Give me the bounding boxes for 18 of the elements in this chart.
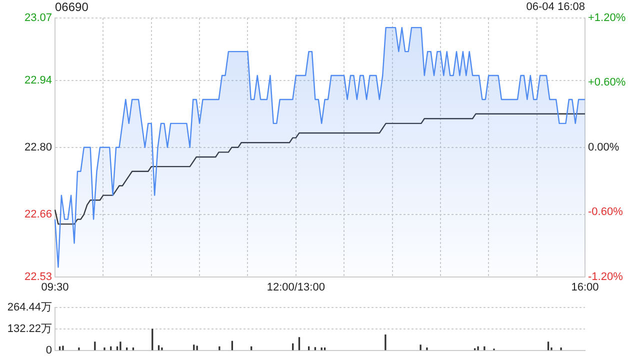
y2-tick-label: -1.20% (588, 270, 624, 283)
x-tick-label: 12:00/13:00 (266, 281, 325, 294)
y2-tick-label: +1.20% (588, 12, 626, 24)
y-tick-label: 22.94 (24, 74, 52, 86)
y-tick-label: 132.22万 (7, 323, 52, 336)
chart-title: 06690 (55, 0, 88, 14)
y-tick-label: 22.66 (24, 208, 52, 221)
x-tick-label: 09:30 (41, 281, 69, 294)
text: 06-04 16:08 (526, 1, 585, 13)
y-tick-label: 23.07 (24, 12, 52, 24)
y2-tick-label: -0.60% (588, 206, 624, 218)
y-tick-label: 22.53 (24, 270, 52, 283)
y-tick-label: 264.44万 (7, 302, 52, 314)
y-tick-label: 22.80 (24, 141, 52, 154)
y2-tick-label: 0.00% (588, 141, 620, 154)
y-tick-label: 0 (46, 344, 52, 356)
x-tick-label: 16:00 (571, 281, 599, 294)
y2-tick-label: +0.60% (588, 76, 626, 89)
